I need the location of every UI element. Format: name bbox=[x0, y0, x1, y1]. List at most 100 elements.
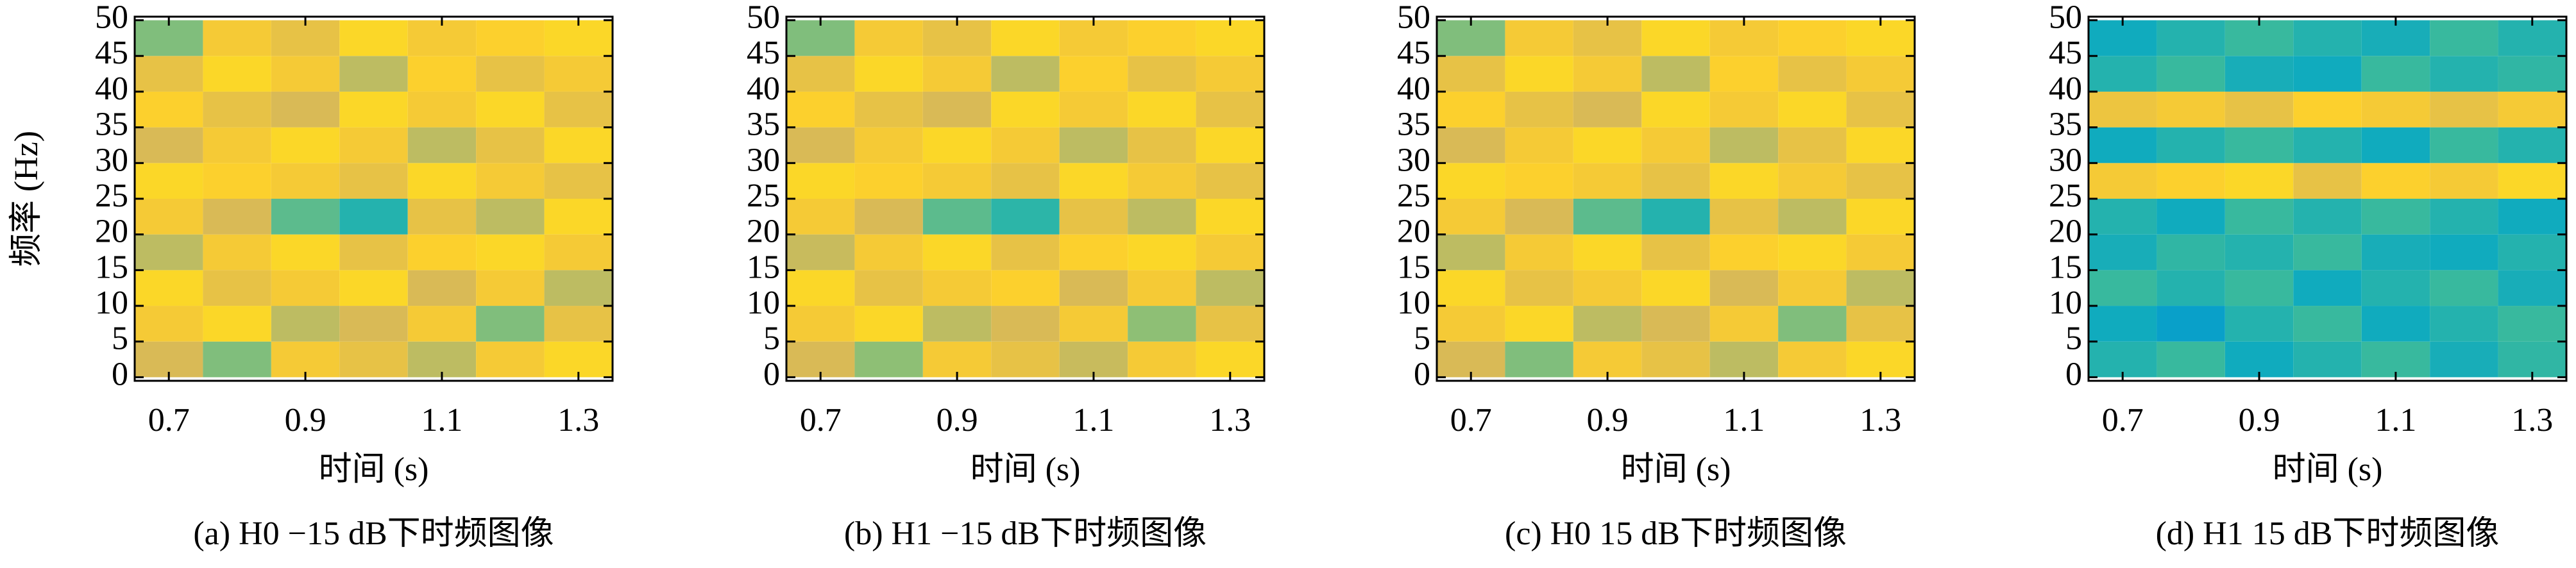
heatmap-cell bbox=[854, 270, 923, 306]
heatmap-cell bbox=[544, 163, 613, 199]
heatmap-cell bbox=[1709, 234, 1779, 271]
heatmap-cell bbox=[1437, 91, 1505, 128]
caption: (a) H0 −15 dB下时频图像 bbox=[193, 515, 554, 552]
heatmap-cell bbox=[135, 306, 203, 342]
heatmap-cell bbox=[2498, 20, 2566, 56]
heatmap-cell bbox=[135, 163, 203, 199]
heatmap-cell bbox=[1846, 270, 1915, 306]
heatmap-cell bbox=[2498, 163, 2566, 199]
heatmap-cell bbox=[1196, 163, 1264, 199]
heatmap-cell bbox=[1641, 199, 1710, 235]
heatmap-cell bbox=[339, 127, 408, 163]
heatmap-cell bbox=[1846, 56, 1915, 92]
heatmap-cell bbox=[922, 341, 992, 378]
heatmap-cell bbox=[339, 20, 408, 56]
y-tick-label: 10 bbox=[2049, 285, 2082, 321]
heatmap-cell bbox=[1573, 20, 1642, 56]
heatmap-cell bbox=[1196, 20, 1264, 56]
heatmap-cell bbox=[1709, 341, 1779, 378]
heatmap-cell bbox=[2430, 127, 2498, 163]
heatmap-cell bbox=[544, 341, 613, 378]
heatmap-cell bbox=[1437, 163, 1505, 199]
heatmap-cell bbox=[2430, 163, 2498, 199]
heatmap-cell bbox=[2361, 127, 2430, 163]
y-tick-label: 35 bbox=[2049, 106, 2082, 143]
heatmap-cell bbox=[786, 20, 855, 56]
heatmap-cell bbox=[922, 20, 992, 56]
heatmap-cell bbox=[476, 91, 545, 128]
heatmap-cell bbox=[2293, 20, 2362, 56]
x-tick-label: 0.7 bbox=[148, 402, 190, 439]
heatmap-cell bbox=[1196, 234, 1264, 271]
heatmap-cell bbox=[854, 163, 923, 199]
heatmap-cell bbox=[2224, 270, 2294, 306]
heatmap-cell bbox=[922, 91, 992, 128]
heatmap-cell bbox=[271, 20, 340, 56]
heatmap-cell bbox=[854, 306, 923, 342]
x-tick-label: 0.9 bbox=[1587, 402, 1629, 439]
heatmap-cell bbox=[922, 306, 992, 342]
heatmap-cell bbox=[1128, 56, 1196, 92]
heatmap-cell bbox=[1641, 127, 1710, 163]
x-tick-label: 1.3 bbox=[557, 402, 599, 439]
heatmap-cell bbox=[2293, 163, 2362, 199]
heatmap-cell bbox=[203, 163, 271, 199]
x-tick-label: 1.1 bbox=[2375, 402, 2416, 439]
heatmap-cell bbox=[1709, 56, 1779, 92]
y-tick-label: 50 bbox=[95, 0, 128, 36]
heatmap-cell bbox=[203, 91, 271, 128]
heatmap-cell bbox=[339, 234, 408, 271]
heatmap-cell bbox=[1437, 56, 1505, 92]
heatmap-cell bbox=[1778, 91, 1847, 128]
y-tick-label: 20 bbox=[1397, 213, 1430, 250]
heatmap-cell bbox=[135, 270, 203, 306]
heatmap-cell bbox=[2498, 56, 2566, 92]
heatmap-cell bbox=[854, 199, 923, 235]
caption: (d) H1 15 dB下时频图像 bbox=[2156, 515, 2500, 552]
heatmap-cell bbox=[1846, 20, 1915, 56]
y-tick-label: 50 bbox=[747, 0, 780, 36]
caption: (b) H1 −15 dB下时频图像 bbox=[844, 515, 1207, 552]
heatmap-cell bbox=[1128, 341, 1196, 378]
heatmap-cell bbox=[271, 306, 340, 342]
x-axis-label: 时间 (s) bbox=[2273, 451, 2383, 488]
y-tick-label: 45 bbox=[2049, 35, 2082, 71]
heatmap-cell bbox=[1437, 306, 1505, 342]
heatmap-cell bbox=[1505, 127, 1573, 163]
y-tick-label: 0 bbox=[2065, 356, 2082, 392]
heatmap-cell bbox=[476, 341, 545, 378]
heatmap-cell bbox=[2157, 56, 2225, 92]
y-tick-label: 5 bbox=[112, 321, 128, 357]
heatmap-cell bbox=[1437, 20, 1505, 56]
heatmap-cell bbox=[2293, 199, 2362, 235]
heatmap-cell bbox=[135, 341, 203, 378]
heatmap-cell bbox=[2157, 127, 2225, 163]
heatmap-cell bbox=[407, 56, 477, 92]
heatmap-cell bbox=[991, 234, 1060, 271]
x-tick-label: 0.7 bbox=[2102, 402, 2144, 439]
y-tick-label: 20 bbox=[2049, 213, 2082, 250]
heatmap-cell bbox=[2430, 234, 2498, 271]
heatmap-cell bbox=[1778, 20, 1847, 56]
heatmap-cell bbox=[2361, 234, 2430, 271]
y-tick-label: 25 bbox=[1397, 178, 1430, 214]
heatmap-cell bbox=[2498, 234, 2566, 271]
heatmap-cell bbox=[339, 341, 408, 378]
x-tick-label: 1.1 bbox=[1723, 402, 1765, 439]
heatmap-cell bbox=[854, 56, 923, 92]
heatmap-cell bbox=[135, 127, 203, 163]
heatmap-cell bbox=[1709, 127, 1779, 163]
heatmap-cell bbox=[991, 163, 1060, 199]
heatmap-cell bbox=[2498, 270, 2566, 306]
heatmap-cell bbox=[922, 127, 992, 163]
heatmap-cell bbox=[203, 199, 271, 235]
heatmap-cell bbox=[854, 234, 923, 271]
heatmap-cell bbox=[1573, 234, 1642, 271]
heatmap-cell bbox=[1573, 199, 1642, 235]
heatmap-cell bbox=[1128, 163, 1196, 199]
heatmap-cell bbox=[1778, 163, 1847, 199]
heatmap-cell bbox=[991, 199, 1060, 235]
plot-area bbox=[1437, 20, 1915, 378]
heatmap-cell bbox=[1778, 341, 1847, 378]
